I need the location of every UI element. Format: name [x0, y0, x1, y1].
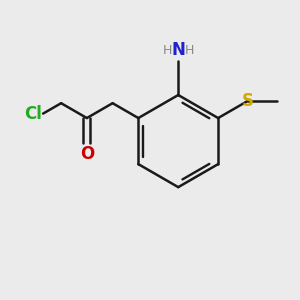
Text: Cl: Cl	[24, 105, 42, 123]
Text: O: O	[80, 145, 94, 163]
Text: N: N	[171, 41, 185, 59]
Text: S: S	[242, 92, 254, 110]
Text: H: H	[162, 44, 172, 57]
Text: H: H	[185, 44, 194, 57]
